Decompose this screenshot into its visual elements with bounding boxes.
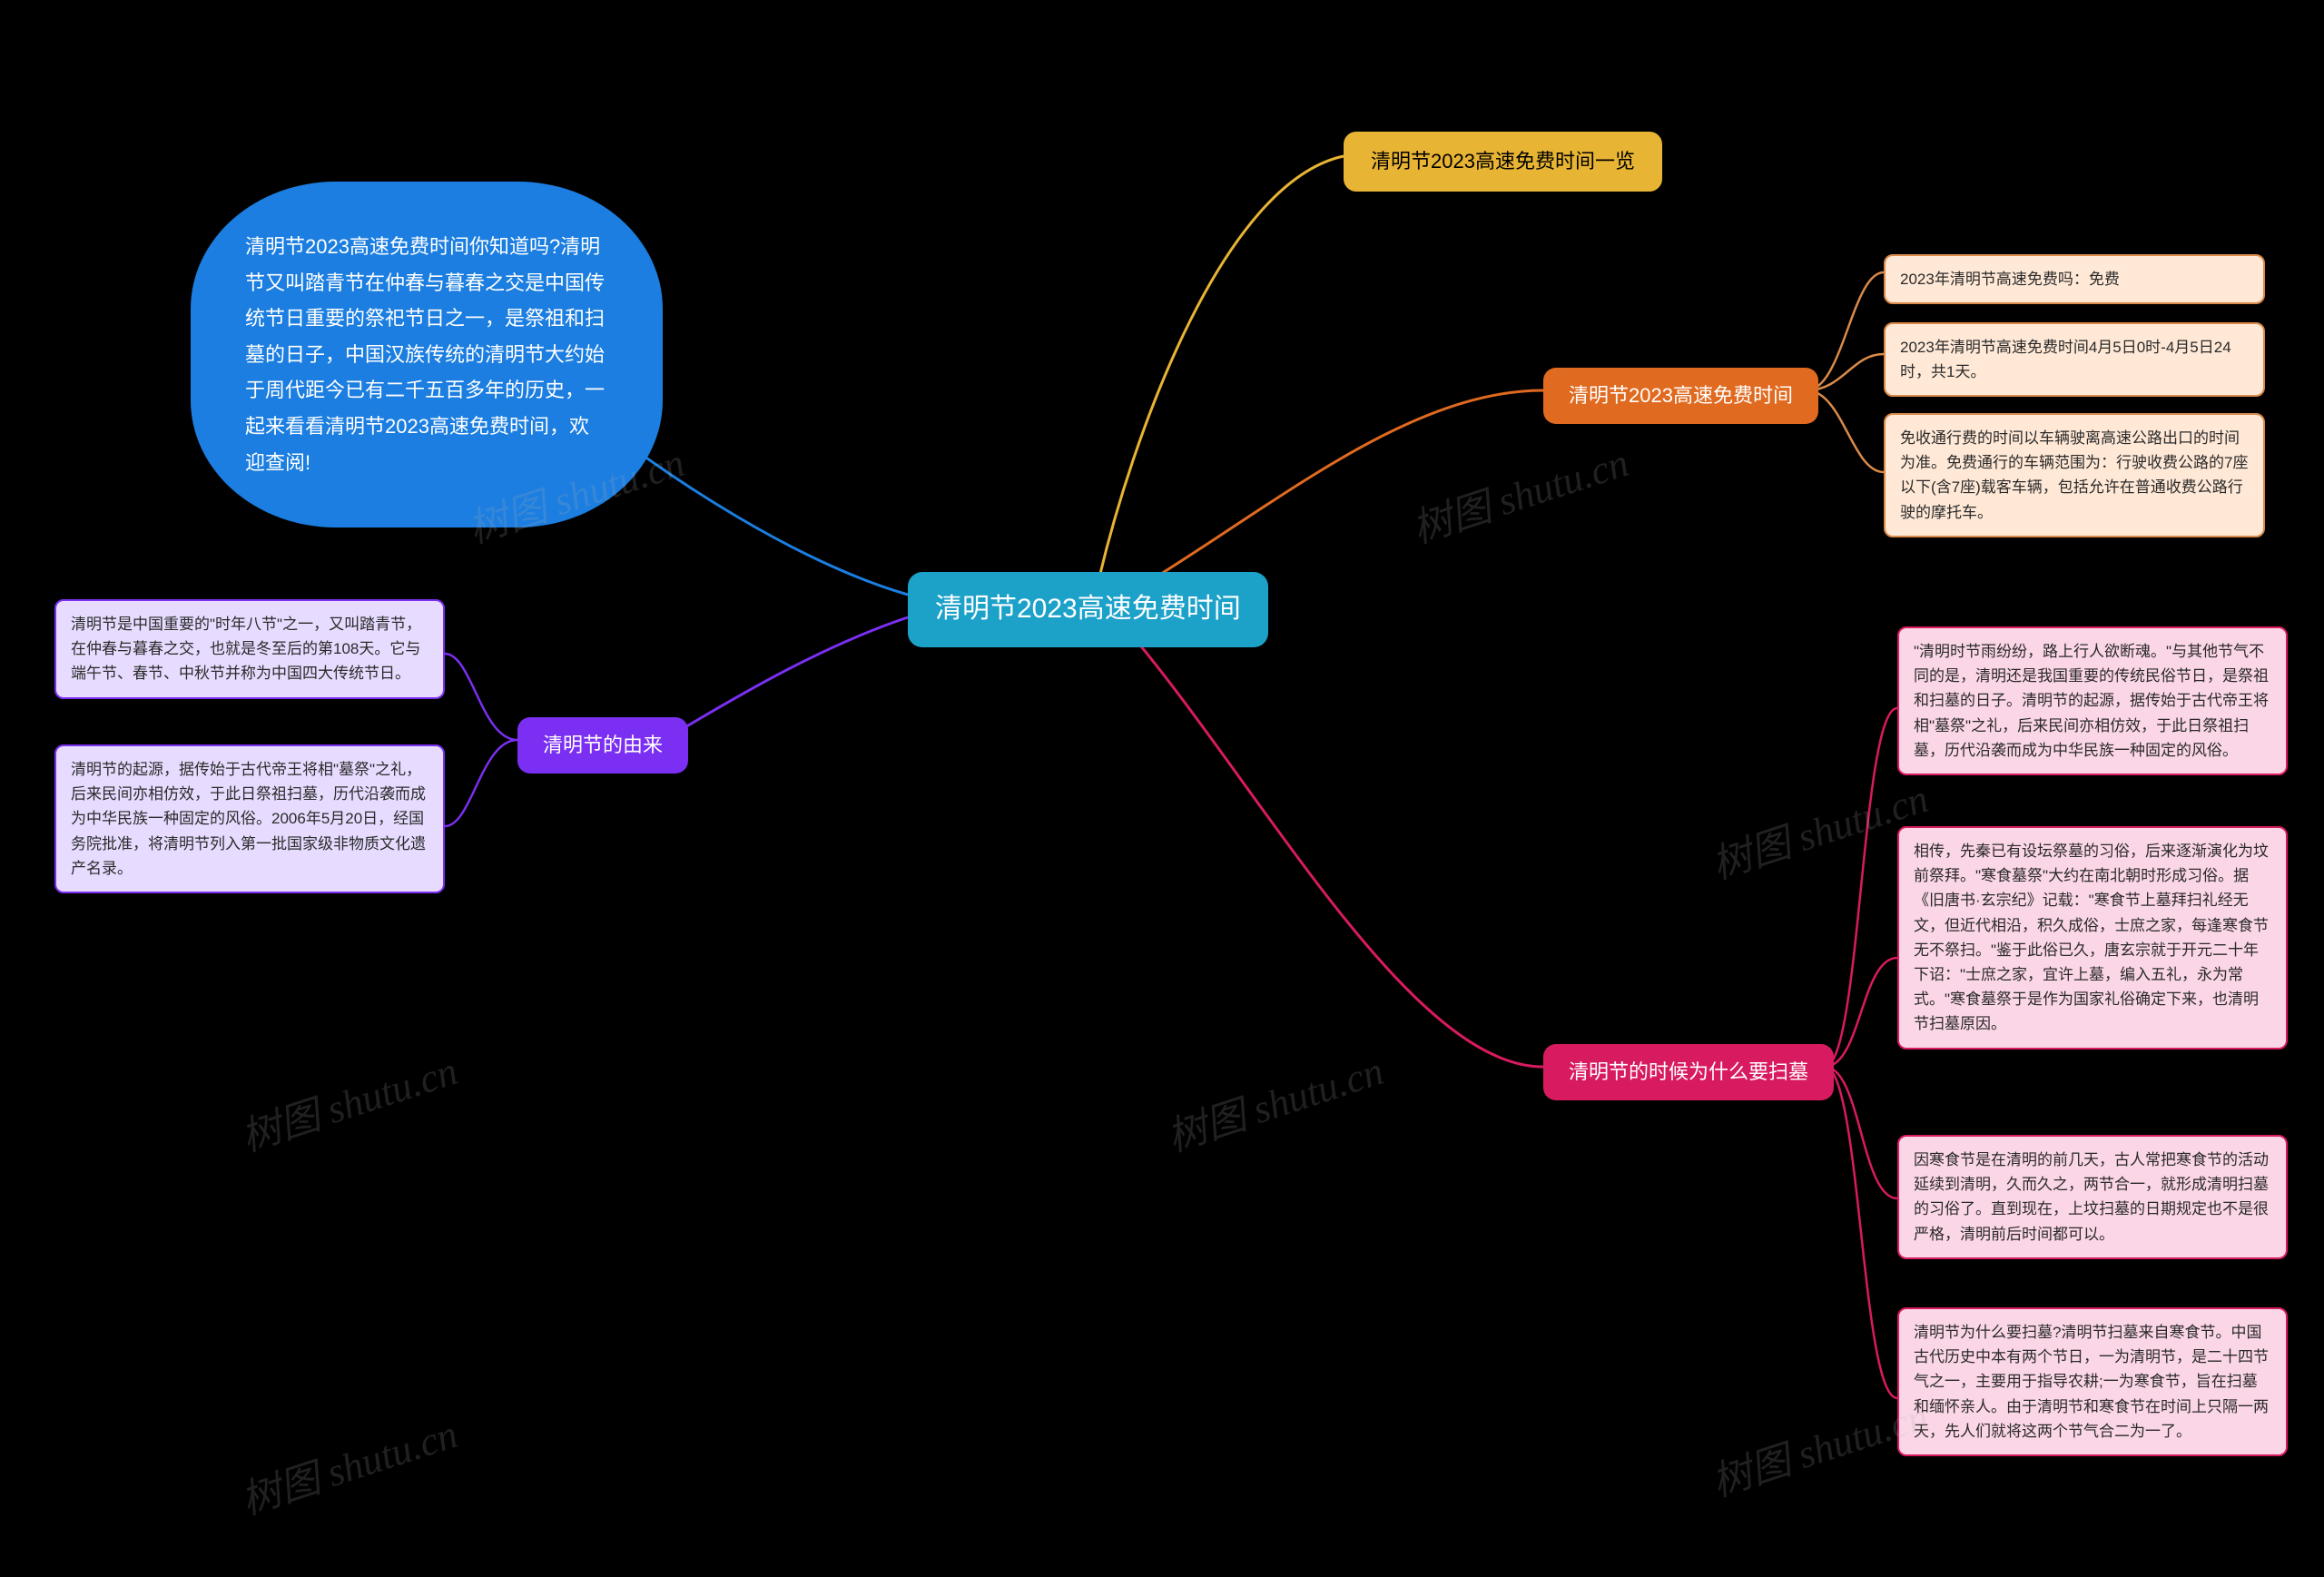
leaf-origin-1: 清明节的起源，据传始于古代帝王将相"墓祭"之礼，后来民间亦相仿效，于此日祭祖扫墓… — [54, 744, 445, 893]
leaf-why-3: 清明节为什么要扫墓?清明节扫墓来自寒食节。中国古代历史中本有两个节日，一为清明节… — [1897, 1307, 2288, 1456]
leaf-why-2: 因寒食节是在清明的前几天，古人常把寒食节的活动延续到清明，久而久之，两节合一，就… — [1897, 1135, 2288, 1259]
branch-overview[interactable]: 清明节2023高速免费时间一览 — [1344, 132, 1662, 192]
leaf-origin-0: 清明节是中国重要的"时年八节"之一，又叫踏青节，在仲春与暮春之交，也就是冬至后的… — [54, 599, 445, 699]
branch-origin-label: 清明节的由来 — [543, 734, 663, 756]
leaf-why-1: 相传，先秦已有设坛祭墓的习俗，后来逐渐演化为坟前祭拜。"寒食墓祭"大约在南北朝时… — [1897, 826, 2288, 1050]
watermark: 树图 shutu.cn — [1403, 429, 1635, 554]
leaf-time-1: 2023年清明节高速免费时间4月5日0时-4月5日24时，共1天。 — [1884, 322, 2265, 397]
branch-time[interactable]: 清明节2023高速免费时间 — [1543, 368, 1818, 424]
branch-why-label: 清明节的时候为什么要扫墓 — [1569, 1060, 1808, 1083]
branch-why[interactable]: 清明节的时候为什么要扫墓 — [1543, 1044, 1834, 1100]
center-label: 清明节2023高速免费时间 — [935, 594, 1241, 624]
intro-node[interactable]: 清明节2023高速免费时间你知道吗?清明节又叫踏青节在仲春与暮春之交是中国传统节… — [191, 182, 663, 527]
leaf-why-0: "清明时节雨纷纷，路上行人欲断魂。"与其他节气不同的是，清明还是我国重要的传统民… — [1897, 626, 2288, 775]
center-node[interactable]: 清明节2023高速免费时间 — [908, 572, 1268, 647]
watermark: 树图 shutu.cn — [232, 1038, 464, 1162]
leaf-time-2: 免收通行费的时间以车辆驶离高速公路出口的时间为准。免费通行的车辆范围为：行驶收费… — [1884, 413, 2265, 537]
branch-origin[interactable]: 清明节的由来 — [517, 717, 688, 774]
branch-time-label: 清明节2023高速免费时间 — [1569, 384, 1793, 407]
branch-overview-label: 清明节2023高速免费时间一览 — [1371, 150, 1635, 172]
watermark: 树图 shutu.cn — [1158, 1038, 1390, 1162]
intro-text: 清明节2023高速免费时间你知道吗?清明节又叫踏青节在仲春与暮春之交是中国传统节… — [245, 235, 605, 474]
leaf-time-0: 2023年清明节高速免费吗：免费 — [1884, 254, 2265, 304]
watermark: 树图 shutu.cn — [232, 1401, 464, 1525]
